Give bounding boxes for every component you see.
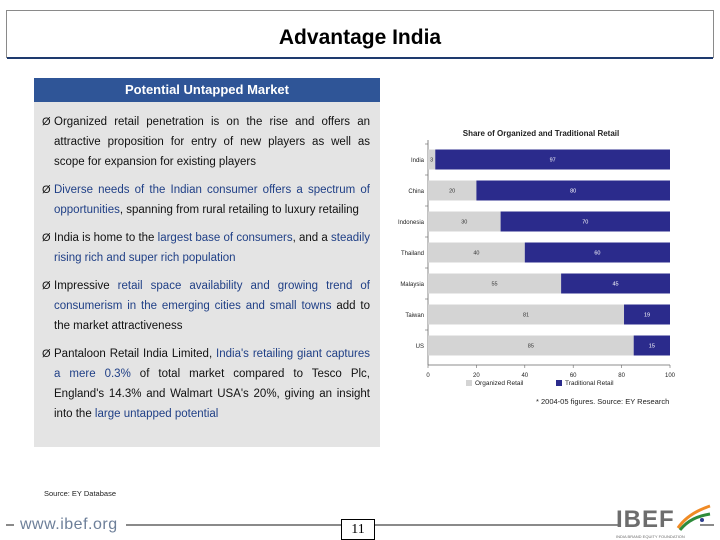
site-url-logo[interactable]: www.ibef.org	[20, 516, 118, 533]
category-label: Thailand	[401, 251, 424, 257]
chart-footnote: * 2004-05 figures. Source: EY Research	[536, 397, 670, 406]
highlight-text: large untapped potential	[94, 408, 219, 420]
highlight-text: steadily rising rich and super rich popu…	[54, 232, 371, 264]
bullet-arrow-icon: Ø	[42, 184, 51, 196]
data-label: 60	[594, 251, 600, 257]
category-label: India	[411, 158, 425, 164]
x-tick-label: 100	[665, 373, 676, 379]
highlight-text: India's retailing giant captures a mere …	[54, 348, 370, 380]
data-label: 15	[649, 344, 655, 350]
category-label: Taiwan	[405, 313, 424, 319]
x-tick-label: 60	[570, 373, 577, 379]
bullet-text: of total market compared to Tesco Plc, E…	[54, 368, 370, 420]
footer-rule	[6, 524, 14, 526]
bullet-text: , and a	[292, 232, 332, 244]
title-box: Advantage India	[6, 10, 714, 59]
brand-tagline: INDIA BRAND EQUITY FOUNDATION	[616, 534, 685, 539]
bullet-text: Organized retail penetration is on the r…	[54, 116, 370, 168]
footer-rule	[700, 524, 714, 526]
bullet-list: Ø Organized retail penetration is on the …	[42, 112, 370, 432]
bar-segment	[428, 149, 436, 170]
bullet-arrow-icon: Ø	[42, 116, 51, 128]
x-tick-label: 80	[618, 373, 625, 379]
highlight-text: retail space availability and growing tr…	[54, 280, 370, 312]
bar-segment	[476, 180, 670, 201]
bar-segment	[428, 273, 562, 294]
bullet-item: Ø India is home to the largest base of co…	[42, 228, 370, 268]
title-underline	[7, 57, 713, 59]
bar-segment	[435, 149, 670, 170]
bar-segment	[428, 180, 477, 201]
bar-segment	[428, 242, 525, 263]
bar-segment	[500, 211, 670, 232]
bar-segment	[561, 273, 670, 294]
x-tick-label: 0	[426, 373, 430, 379]
highlight-text: largest base of consumers	[157, 232, 293, 244]
legend-swatch	[466, 380, 472, 386]
data-label: 40	[473, 251, 479, 257]
bullet-text: India is home to the	[54, 232, 158, 244]
bullet-arrow-icon: Ø	[42, 232, 51, 244]
bullet-item: Ø Impressive retail space availability an…	[42, 276, 370, 336]
brand-name: IBEF	[616, 506, 675, 533]
panel-header: Potential Untapped Market	[34, 78, 380, 102]
bullet-arrow-icon: Ø	[42, 280, 51, 292]
bullet-item: Ø Diverse needs of the Indian consumer of…	[42, 180, 370, 220]
untapped-market-panel: Potential Untapped Market Ø Organized ret…	[34, 78, 380, 447]
data-label: 97	[550, 158, 556, 164]
data-label: 81	[523, 313, 529, 319]
bar-segment	[624, 304, 670, 325]
data-label: 55	[491, 282, 497, 288]
page-title: Advantage India	[278, 26, 442, 49]
data-label: 85	[528, 344, 534, 350]
data-label: 45	[612, 282, 618, 288]
legend-label: Organized Retail	[475, 380, 524, 387]
chart-title: Share of Organized and Traditional Retai…	[463, 129, 619, 138]
source-note: Source: EY Database	[44, 489, 116, 498]
data-label: 19	[644, 313, 650, 319]
data-label: 70	[582, 220, 588, 226]
bar-segment	[428, 335, 634, 356]
bullet-text: Impressive	[54, 280, 118, 292]
flag-swoosh-icon	[676, 504, 711, 531]
data-label: 20	[449, 189, 455, 195]
legend-swatch	[556, 380, 562, 386]
bullet-text: add to the market attractiveness	[54, 300, 371, 332]
bullet-item: Ø Pantaloon Retail India Limited, India's…	[42, 344, 370, 424]
bar-segment	[428, 211, 501, 232]
x-tick-label: 20	[473, 373, 480, 379]
data-label: 3	[430, 158, 433, 164]
bar-segment	[633, 335, 670, 356]
retail-share-chart: Share of Organized and Traditional Retai…	[398, 129, 676, 387]
bullet-text: , spanning from rural retailing to luxur…	[119, 204, 359, 216]
category-label: Indonesia	[398, 220, 425, 226]
ibef-logo: IBEF INDIA BRAND EQUITY FOUNDATION	[616, 504, 712, 540]
bullet-arrow-icon: Ø	[42, 348, 51, 360]
bar-segment	[428, 304, 625, 325]
data-label: 80	[570, 189, 576, 195]
bullet-item: Ø Organized retail penetration is on the …	[42, 112, 370, 172]
x-tick-label: 40	[521, 373, 528, 379]
data-label: 30	[461, 220, 467, 226]
page-number: 11	[341, 519, 375, 540]
highlight-text: Diverse needs of the Indian consumer off…	[54, 184, 370, 216]
legend-label: Traditional Retail	[565, 380, 614, 387]
bar-segment	[524, 242, 670, 263]
bullet-text: Pantaloon Retail India Limited,	[54, 348, 217, 360]
category-label: Malaysia	[400, 282, 424, 288]
category-label: China	[408, 189, 424, 195]
category-label: US	[416, 344, 424, 350]
